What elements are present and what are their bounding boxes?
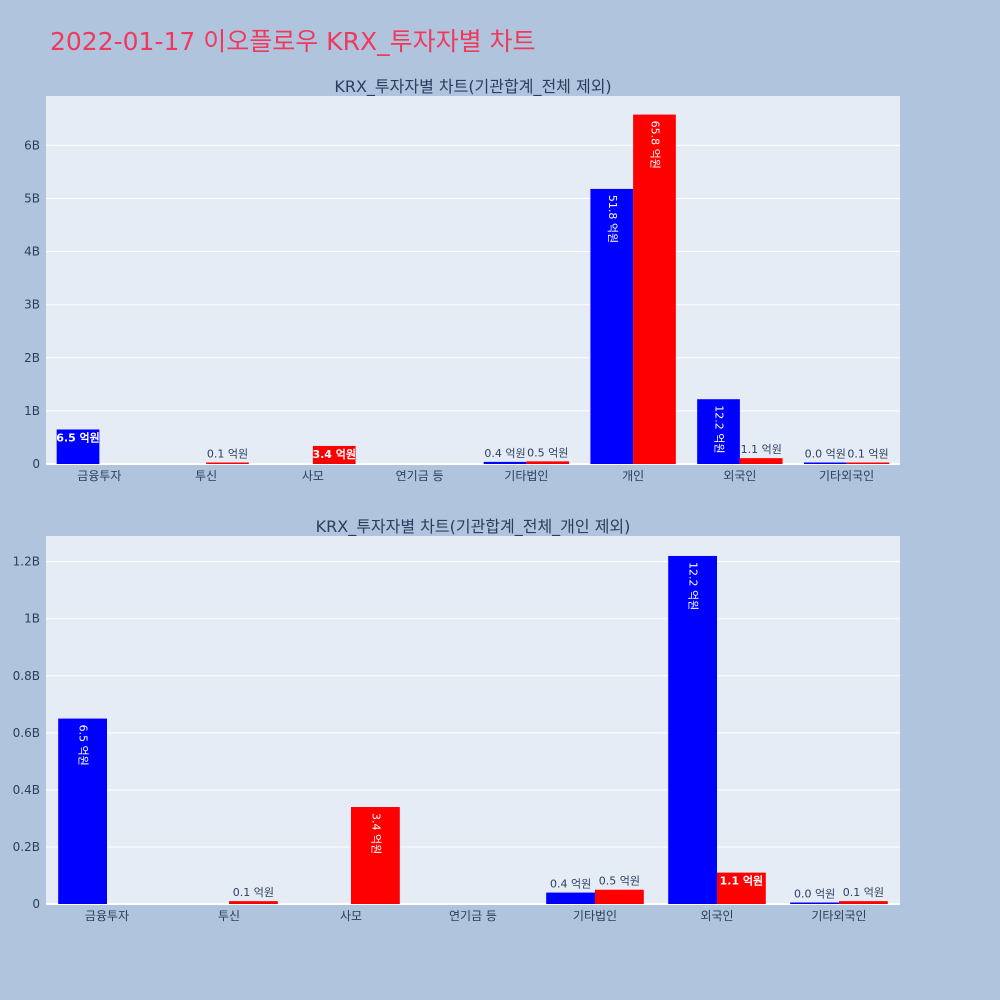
bar — [790, 902, 839, 904]
y-tick-label: 3B — [24, 298, 40, 312]
data-label: 0.1 억원 — [843, 886, 884, 899]
y-tick-label: 4B — [24, 245, 40, 259]
y-tick-label: 2B — [24, 351, 40, 365]
bar — [697, 399, 740, 464]
x-tick-label: 기타외국인 — [819, 469, 874, 483]
chart-bottom: KRX_투자자별 차트(기관합계_전체_개인 제외) 0 0.2B 0.4B 0.6B 0… — [13, 517, 900, 923]
data-label: 0.5 억원 — [527, 446, 568, 459]
data-label: 12.2 억원 — [713, 405, 726, 453]
x-tick-label: 사모 — [302, 469, 324, 483]
data-label: 1.1 억원 — [741, 443, 782, 456]
data-label: 0.5 억원 — [599, 875, 640, 888]
y-tick-label: 0 — [32, 897, 40, 911]
data-label: 1.1 억원 — [720, 874, 764, 888]
bar — [739, 458, 783, 464]
bar — [633, 114, 676, 464]
data-label: 3.4 억원 — [312, 447, 356, 461]
y-tick-label: 0.8B — [13, 669, 40, 683]
x-tick-label: 개인 — [622, 469, 644, 483]
data-label: 51.8 억원 — [606, 195, 619, 243]
page-title: 2022-01-17 이오플로우 KRX_투자자별 차트 — [50, 27, 536, 56]
y-tick-label: 5B — [24, 191, 40, 205]
bar — [595, 889, 644, 904]
y-tick-label: 0.2B — [13, 840, 40, 854]
bar — [546, 892, 595, 904]
bar — [58, 718, 107, 904]
data-label: 0.4 억원 — [550, 878, 591, 891]
x-tick-label: 금융투자 — [85, 909, 129, 923]
chart-top: KRX_투자자별 차트(기관합계_전체 제외) 0 1B 2B 3B 4B 5B 6B 금융투자… — [24, 77, 900, 483]
bar — [229, 901, 278, 904]
data-label: 0.1 억원 — [847, 448, 888, 461]
data-label: 3.4 억원 — [369, 813, 382, 854]
bar — [526, 461, 570, 464]
data-label: 0.1 억원 — [233, 886, 274, 899]
bar — [312, 445, 356, 464]
bar — [590, 188, 634, 464]
bar — [206, 462, 249, 464]
x-tick-label: 금융투자 — [77, 469, 121, 483]
x-tick-label: 기타법인 — [573, 909, 617, 923]
bar — [668, 555, 717, 904]
x-tick-label: 투신 — [195, 469, 217, 483]
data-label: 6.5 억원 — [56, 430, 100, 444]
bar — [846, 462, 890, 464]
y-tick-label: 1B — [24, 612, 40, 626]
data-label: 0.0 억원 — [805, 448, 846, 461]
plot-area — [46, 96, 900, 464]
chart-title: KRX_투자자별 차트(기관합계_전체_개인 제외) — [316, 517, 631, 537]
bar — [839, 901, 888, 904]
x-tick-label: 연기금 등 — [449, 909, 497, 923]
y-tick-label: 0 — [32, 457, 40, 471]
y-tick-label: 1.2B — [13, 555, 40, 569]
x-tick-label: 연기금 등 — [396, 469, 444, 483]
y-tick-label: 0.4B — [13, 783, 40, 797]
data-label: 0.0 억원 — [794, 888, 835, 901]
x-tick-label: 외국인 — [723, 469, 756, 483]
x-tick-label: 투신 — [218, 909, 240, 923]
bar — [717, 872, 766, 904]
plot-area — [46, 536, 900, 904]
data-label: 65.8 억원 — [648, 121, 661, 169]
data-label: 12.2 억원 — [687, 562, 700, 610]
y-tick-label: 0.6B — [13, 726, 40, 740]
bar — [351, 807, 400, 904]
chart-title: KRX_투자자별 차트(기관합계_전체 제외) — [334, 77, 611, 97]
bar — [803, 462, 847, 464]
data-label: 6.5 억원 — [77, 725, 90, 766]
x-tick-label: 기타외국인 — [811, 909, 866, 923]
data-label: 0.1 억원 — [207, 448, 248, 461]
x-tick-label: 기타법인 — [504, 469, 548, 483]
x-tick-label: 사모 — [340, 909, 362, 923]
bar — [483, 461, 527, 464]
y-tick-label: 1B — [24, 404, 40, 418]
x-tick-label: 외국인 — [700, 909, 733, 923]
data-label: 0.4 억원 — [484, 447, 525, 460]
y-tick-label: 6B — [24, 138, 40, 152]
bar — [56, 429, 100, 464]
